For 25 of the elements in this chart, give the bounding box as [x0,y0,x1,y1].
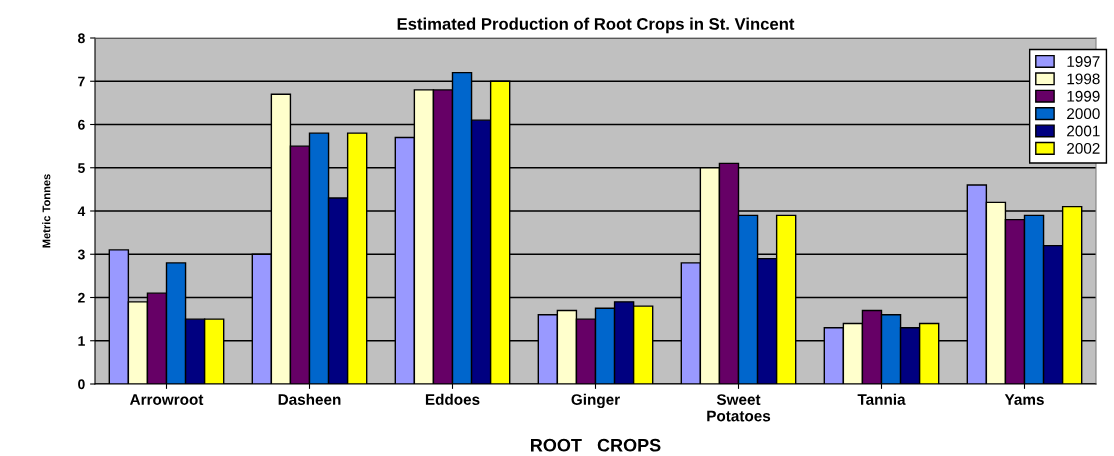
y-axis-title: Metric Tonnes [42,174,51,248]
legend-label: 2002 [1067,142,1100,154]
x-tick-label: Sweet Potatoes [707,394,771,422]
x-tick-label: Tannia [857,393,906,405]
y-tick-label: 4 [77,206,86,217]
x-tick-label: Yams [1004,394,1044,405]
y-tick-label: 1 [78,336,85,346]
y-tick-label: 5 [77,163,85,173]
x-tick-label: Ginger [571,393,620,409]
legend-label: 2001 [1067,125,1100,137]
y-tick-label: 3 [77,249,85,260]
x-tick-label: Eddoes [425,393,480,405]
legend-label: 1999 [1067,90,1100,102]
legend-label: 1998 [1067,73,1100,85]
y-tick-label: 8 [77,33,85,44]
x-tick-label: Arrowroot [129,394,204,405]
x-axis-title: ROOT CROPS [531,438,661,452]
legend-label: 1997 [1067,56,1100,67]
x-tick-label: Dasheen [278,393,341,405]
chart-title: Estimated Production of Root Crops in St. Vincent [397,17,795,34]
y-tick-label: 2 [78,292,85,303]
y-tick-label: 7 [78,76,85,87]
y-tick-label: 0 [78,379,85,390]
legend-label: 2000 [1067,108,1100,120]
y-tick-label: 6 [78,119,85,130]
